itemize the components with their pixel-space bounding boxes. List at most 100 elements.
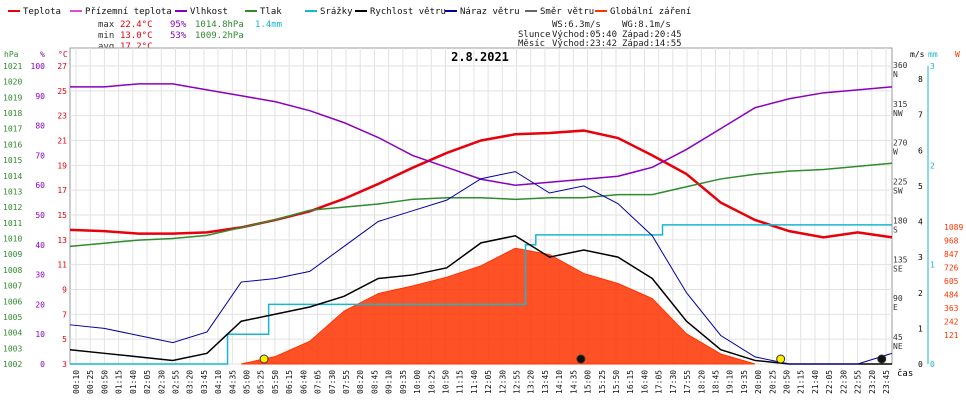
y-tick-temperature: 17 [57, 186, 67, 195]
y-axis-unit-humidity: % [40, 50, 45, 59]
y-tick-wind-dir: 45 [893, 333, 903, 342]
y-tick-humidity: 20 [35, 300, 45, 309]
x-tick-label: 05:50 [271, 370, 280, 394]
x-tick-label: 05:00 [243, 370, 252, 394]
legend: Teplota Přízemní teplota Vlhkost Tlak Srážky… [8, 7, 691, 17]
y-tick-radiation: 121 [944, 331, 959, 340]
x-tick-label: 01:40 [129, 370, 138, 394]
y-tick-pressure: 1011 [3, 219, 22, 228]
y-tick-radiation: 242 [944, 318, 959, 327]
y-tick-pressure: 1017 [3, 125, 22, 134]
x-tick-label: 06:15 [285, 370, 294, 394]
y-tick-pressure: 1007 [3, 282, 22, 291]
x-tick-label: 08:20 [356, 370, 365, 394]
x-tick-label: 08:45 [370, 370, 379, 394]
y-tick-wind-dir: 90 [893, 294, 903, 303]
x-tick-label: 09:10 [385, 370, 394, 394]
x-tick-label: 03:45 [200, 370, 209, 394]
legend-item: Směr větru [540, 7, 594, 17]
moon-rise: Východ:23:42 [552, 39, 617, 49]
y-tick-rain: 3 [930, 62, 935, 71]
y-tick-pressure: 1014 [3, 172, 22, 181]
series-lines [69, 83, 893, 365]
x-axis-label: čas [897, 368, 913, 379]
x-tick-label: 03:20 [186, 370, 195, 394]
y-tick-humidity: 60 [35, 181, 45, 190]
stat-min-hum: 53% [170, 31, 187, 41]
stat-max-rain: 1.4mm [255, 20, 282, 30]
y-tick-temperature: 11 [57, 261, 67, 270]
x-tick-label: 07:55 [342, 370, 351, 394]
y-axis-unit-temperature: °C [58, 50, 68, 59]
y-tick-humidity: 10 [35, 330, 45, 339]
y-tick-wind: 3 [918, 253, 923, 262]
radiation-area [241, 247, 756, 365]
y-tick-humidity: 80 [35, 122, 45, 131]
stat-max-press: 1014.8hPa [195, 20, 244, 30]
y-tick-humidity: 50 [35, 211, 45, 220]
radiation-series [241, 247, 756, 365]
y-tick-radiation: 363 [944, 304, 959, 313]
y-tick-rain: 1 [930, 261, 935, 270]
axes: 00:10 00:25 00:50 01:15 01:40 02:05 02:30 02:55… [3, 50, 963, 394]
x-tick-label: 02:05 [143, 370, 152, 394]
x-tick-label: 07:05 [314, 370, 323, 394]
y-tick-pressure: 1018 [3, 109, 22, 118]
x-tick-label: 12:55 [513, 370, 522, 394]
stat-min-label: min [98, 31, 114, 41]
x-tick-label: 10:00 [413, 370, 422, 394]
y-tick-temperature: 3 [62, 360, 67, 369]
legend-item: Tlak [260, 7, 282, 17]
stat-avg-temp: 17.2°C [120, 42, 153, 52]
y-tick-radiation: 968 [944, 237, 959, 246]
x-tick-label: 18:20 [697, 370, 706, 394]
y-tick-temperature: 27 [57, 62, 67, 71]
x-tick-label: 21:15 [797, 370, 806, 394]
y-tick-pressure: 1010 [3, 235, 22, 244]
y-tick-radiation: 726 [944, 264, 959, 273]
series-wind-gust [69, 171, 893, 365]
y-tick-wind-dir: NW [893, 109, 903, 118]
y-tick-humidity: 100 [31, 62, 46, 71]
y-tick-pressure: 1009 [3, 250, 22, 259]
y-tick-wind: 1 [918, 324, 923, 333]
y-tick-humidity: 0 [40, 360, 45, 369]
y-tick-wind-dir: 135 [893, 255, 908, 264]
y-tick-pressure: 1002 [3, 360, 22, 369]
x-tick-label: 17:55 [683, 370, 692, 394]
y-tick-pressure: 1016 [3, 140, 22, 149]
moon-marker [877, 354, 887, 364]
x-tick-label: 17:05 [655, 370, 664, 394]
x-tick-label: 04:10 [214, 370, 223, 394]
moon-label: Měsíc [518, 39, 545, 49]
x-tick-label: 00:50 [100, 370, 109, 394]
x-tick-label: 11:15 [456, 370, 465, 394]
x-tick-label: 22:30 [839, 370, 848, 394]
y-tick-wind-dir: SE [893, 264, 903, 273]
y-tick-temperature: 19 [57, 161, 67, 170]
y-axis-unit-radiation: W [955, 50, 960, 59]
y-tick-pressure: 1021 [3, 62, 22, 71]
x-tick-label: 04:35 [228, 370, 237, 394]
x-tick-label: 13:20 [527, 370, 536, 394]
x-tick-label: 01:15 [115, 370, 124, 394]
x-tick-label: 15:25 [598, 370, 607, 394]
y-tick-temperature: 21 [57, 137, 67, 146]
y-tick-wind-dir: 180 [893, 216, 908, 225]
y-tick-humidity: 90 [35, 92, 45, 101]
y-tick-rain: 2 [930, 161, 935, 170]
y-tick-wind-dir: 360 [893, 61, 908, 70]
y-tick-humidity: 30 [35, 271, 45, 280]
sun-marker [776, 354, 786, 364]
moon-marker [576, 354, 586, 364]
x-tick-label: 20:00 [754, 370, 763, 394]
legend-item: Teplota [23, 7, 61, 17]
series-rain [70, 224, 892, 365]
y-tick-radiation: 605 [944, 277, 959, 286]
sun-label: Slunce [518, 30, 551, 40]
y-tick-radiation: 484 [944, 291, 959, 300]
x-tick-label: 00:25 [86, 370, 95, 394]
x-tick-label: 09:35 [399, 370, 408, 394]
stats-panel: max 22.4°C 95% 1014.8hPa 1.4mm min 13.0°… [98, 20, 682, 52]
